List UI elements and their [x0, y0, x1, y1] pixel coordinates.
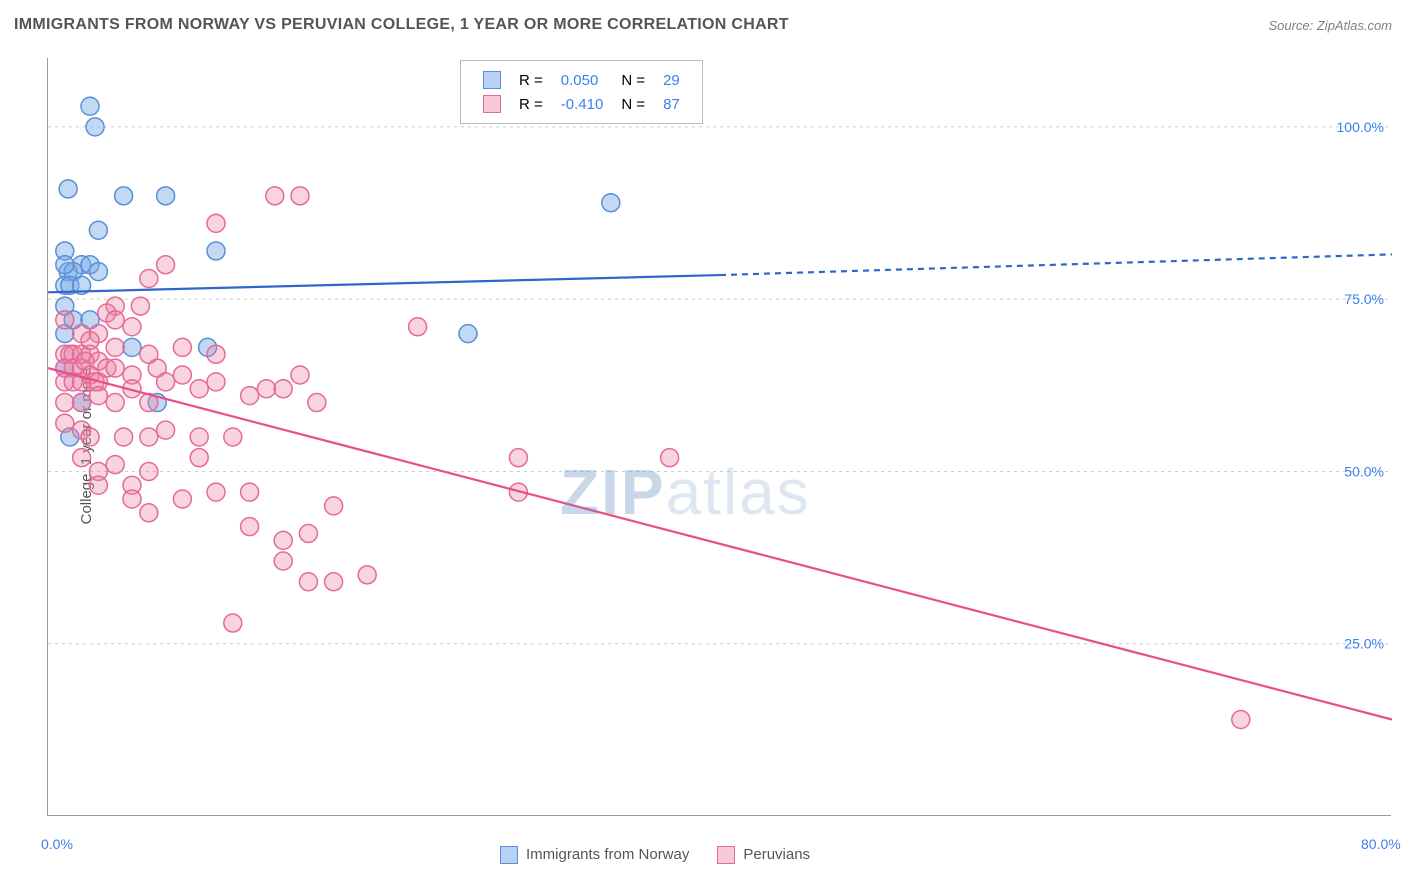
svg-text:100.0%: 100.0% — [1337, 119, 1384, 135]
legend-n-value: 29 — [655, 69, 688, 91]
legend-top: R =0.050N =29 R =-0.410N =87 — [460, 60, 703, 124]
legend-swatch — [483, 95, 501, 113]
legend-swatch — [500, 846, 518, 864]
legend-bottom-item: Immigrants from Norway — [500, 846, 689, 864]
legend-r-value: -0.410 — [553, 93, 612, 115]
legend-bottom-item: Peruvians — [717, 846, 810, 864]
legend-bottom: Immigrants from Norway Peruvians — [500, 846, 838, 864]
legend-r-label: R = — [511, 93, 551, 115]
plot-svg: 25.0% 50.0% 75.0% 100.0% — [48, 58, 1392, 816]
source-label: Source: ZipAtlas.com — [1268, 18, 1392, 33]
svg-text:50.0%: 50.0% — [1344, 463, 1384, 479]
legend-swatch — [717, 846, 735, 864]
legend-swatch — [483, 71, 501, 89]
x-tick-label: 80.0% — [1361, 836, 1401, 852]
legend-n-value: 87 — [655, 93, 688, 115]
legend-r-value: 0.050 — [553, 69, 612, 91]
svg-text:75.0%: 75.0% — [1344, 291, 1384, 307]
legend-n-label: N = — [613, 93, 653, 115]
legend-n-label: N = — [613, 69, 653, 91]
plot-area: 25.0% 50.0% 75.0% 100.0% — [47, 58, 1391, 816]
legend-label: Immigrants from Norway — [526, 846, 689, 863]
legend-r-label: R = — [511, 69, 551, 91]
chart-title: IMMIGRANTS FROM NORWAY VS PERUVIAN COLLE… — [14, 16, 789, 34]
legend-label: Peruvians — [743, 846, 810, 863]
x-tick-label: 0.0% — [41, 836, 73, 852]
svg-text:25.0%: 25.0% — [1344, 636, 1384, 652]
